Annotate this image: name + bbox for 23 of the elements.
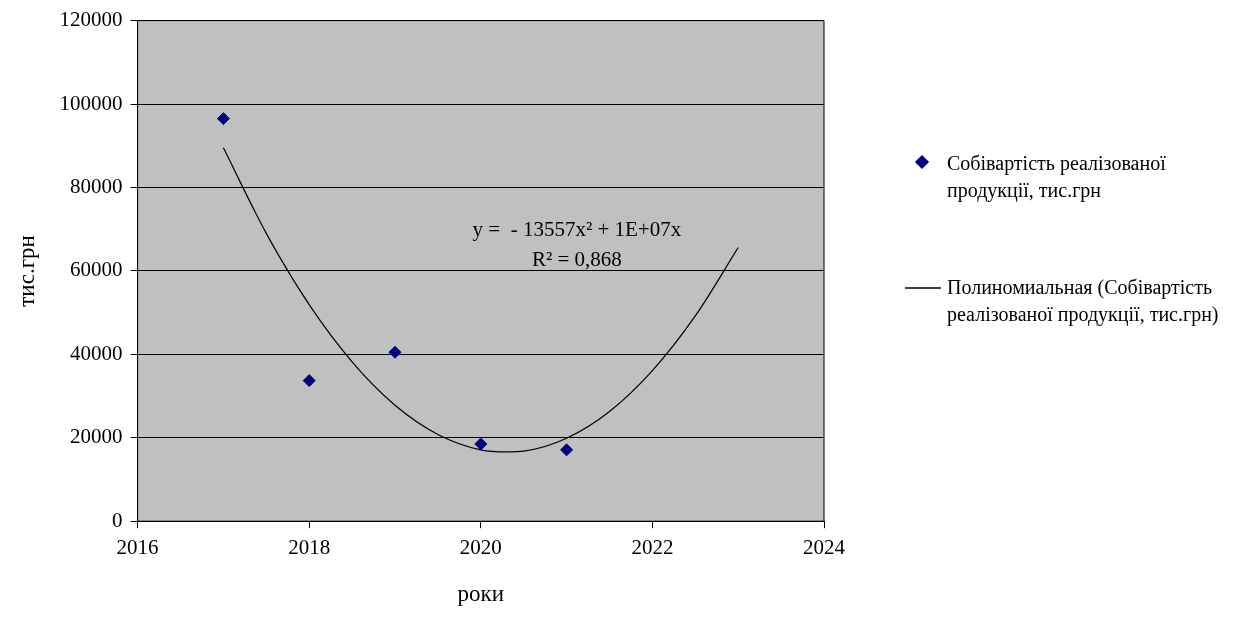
y-tick-label: 20000 bbox=[70, 424, 123, 449]
point bbox=[302, 374, 316, 388]
legend-label: Собівартість реалізованої продукції, тис.грн bbox=[947, 151, 1167, 204]
point bbox=[474, 437, 488, 451]
annotation: y = - 13557x² + 1E+07x bbox=[472, 217, 682, 242]
legend-label: Полиномиальная (Собівартість реалізованої продукції, тис.грн) bbox=[947, 275, 1220, 328]
y-tick-label: 60000 bbox=[70, 257, 123, 282]
point bbox=[388, 345, 402, 359]
x-tick-label: 2022 bbox=[631, 535, 674, 560]
y-axis-title: тис.грн bbox=[13, 235, 39, 307]
annotation: R² = 0,868 bbox=[531, 247, 622, 272]
x-tick-label: 2018 bbox=[288, 535, 331, 560]
x-axis-title: роки bbox=[457, 581, 505, 607]
x-tick-label: 2020 bbox=[459, 535, 502, 560]
y-tick-label: 0 bbox=[112, 507, 123, 532]
y-tick-label: 120000 bbox=[59, 7, 123, 32]
point bbox=[560, 443, 574, 457]
y-tick-label: 100000 bbox=[59, 90, 123, 115]
y-tick-label: 80000 bbox=[70, 173, 123, 198]
point bbox=[216, 112, 230, 126]
x-tick-label: 2024 bbox=[803, 535, 846, 560]
y-tick-label: 40000 bbox=[70, 340, 123, 365]
x-tick-label: 2016 bbox=[116, 535, 159, 560]
